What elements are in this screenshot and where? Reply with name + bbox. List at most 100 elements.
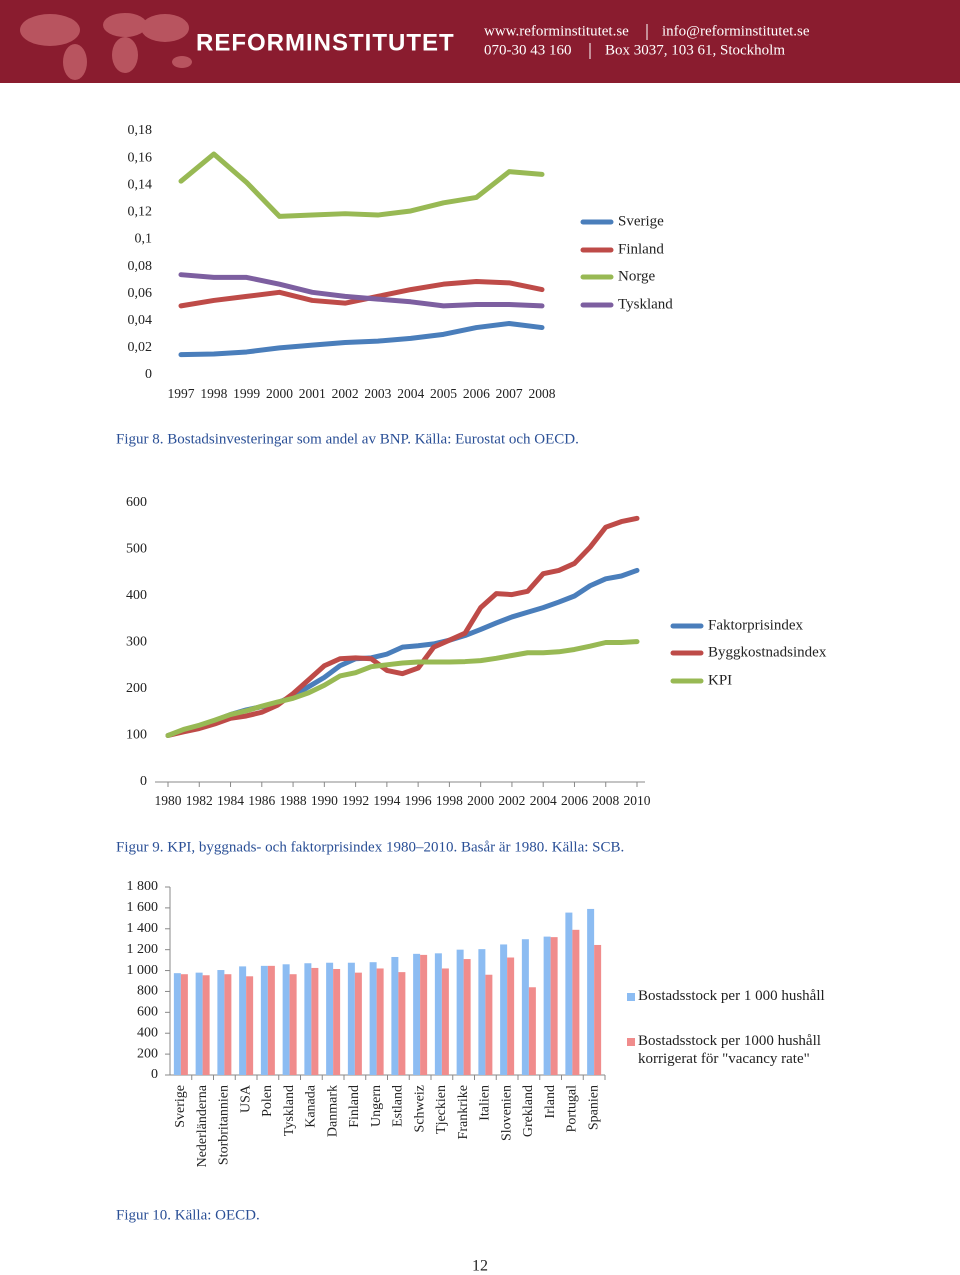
x-tick-label: 2008 xyxy=(529,386,556,401)
x-tick-label: 2007 xyxy=(496,386,523,401)
y-tick-label: 600 xyxy=(126,495,147,510)
header-band xyxy=(0,0,960,83)
figure-caption: Figur 8. Bostadsinvesteringar som andel … xyxy=(116,431,579,447)
x-tick-label: 2002 xyxy=(498,793,525,808)
bar xyxy=(420,954,428,1075)
figure-caption: Figur 10. Källa: OECD. xyxy=(116,1207,260,1223)
x-tick-label: 1998 xyxy=(200,386,227,401)
series-line xyxy=(165,639,640,738)
y-tick-label: 400 xyxy=(126,588,147,603)
legend-label: Faktorprisindex xyxy=(708,617,803,633)
x-tick-label: Grekland xyxy=(521,1085,536,1137)
y-tick-label: 300 xyxy=(126,635,147,650)
x-tick-label: Nederländerna xyxy=(195,1084,210,1167)
bar xyxy=(507,957,515,1075)
address: Box 3037, 103 61, Stockholm xyxy=(605,42,785,58)
bar xyxy=(521,939,529,1075)
legend-swatch xyxy=(627,1038,635,1046)
bar xyxy=(239,966,247,1075)
x-tick-label: 2000 xyxy=(266,386,293,401)
bar xyxy=(311,967,319,1075)
bar xyxy=(267,965,275,1075)
x-tick-label: 1999 xyxy=(233,386,260,401)
x-tick-label: Irland xyxy=(543,1085,558,1118)
bar xyxy=(434,953,442,1075)
bar xyxy=(413,953,421,1075)
bar xyxy=(528,987,536,1075)
legend-swatch xyxy=(627,993,635,1001)
y-tick-label: 100 xyxy=(126,728,147,743)
bar xyxy=(478,949,486,1075)
bar xyxy=(594,944,602,1075)
bar xyxy=(572,929,580,1075)
figure-caption: Figur 9. KPI, byggnads- och faktorprisin… xyxy=(116,839,624,855)
y-tick-label: 500 xyxy=(126,542,147,557)
series-line xyxy=(178,151,545,219)
x-tick-label: 1986 xyxy=(248,793,275,808)
y-tick-label: 800 xyxy=(137,984,158,999)
series-line xyxy=(178,320,545,358)
x-tick-label: Storbritannien xyxy=(217,1085,232,1165)
legend-label: Finland xyxy=(618,241,664,257)
y-tick-label: 600 xyxy=(137,1005,158,1020)
x-tick-label: 2000 xyxy=(467,793,494,808)
bar xyxy=(441,968,449,1075)
bar xyxy=(376,968,384,1075)
x-tick-label: Spanien xyxy=(586,1085,601,1130)
y-tick-label: 0,16 xyxy=(128,150,153,165)
logo: REFORMINSTITUTET xyxy=(196,29,455,56)
bar xyxy=(500,944,508,1075)
email: info@reforminstitutet.se xyxy=(662,23,810,39)
bar xyxy=(550,937,558,1075)
phone: 070-30 43 160 xyxy=(484,42,572,58)
x-tick-label: Estland xyxy=(391,1085,406,1127)
x-tick-label: Frankrike xyxy=(456,1085,471,1139)
x-tick-label: 1982 xyxy=(186,793,213,808)
x-tick-label: 1988 xyxy=(280,793,307,808)
bar xyxy=(565,912,573,1075)
x-tick-label: 2006 xyxy=(561,793,588,808)
x-tick-label: 2006 xyxy=(463,386,490,401)
y-tick-label: 0,18 xyxy=(128,123,153,138)
legend-item: Bostadsstock per 1000 hushåll korrigerat… xyxy=(638,1033,821,1067)
x-tick-label: 1996 xyxy=(405,793,432,808)
bar xyxy=(456,949,464,1075)
bar xyxy=(282,964,290,1075)
x-tick-label: Sverige xyxy=(173,1085,188,1128)
y-tick-label: 0,02 xyxy=(128,340,153,355)
y-tick-label: 0,12 xyxy=(128,205,153,220)
x-tick-label: 1997 xyxy=(168,386,195,401)
x-tick-label: 2005 xyxy=(430,386,457,401)
x-tick-label: Schweiz xyxy=(412,1085,427,1132)
series-line xyxy=(178,272,545,309)
x-tick-label: 2004 xyxy=(530,793,557,808)
bar xyxy=(173,973,181,1075)
x-tick-label: Italien xyxy=(478,1085,493,1121)
bar xyxy=(398,972,406,1075)
y-tick-label: 0 xyxy=(145,367,152,382)
x-tick-label: Polen xyxy=(260,1085,275,1117)
bar xyxy=(485,974,493,1075)
x-tick-label: Tjeckien xyxy=(434,1085,449,1134)
y-tick-label: 200 xyxy=(137,1046,158,1061)
y-tick-label: 0,06 xyxy=(128,286,153,301)
bar xyxy=(180,974,188,1075)
series-line xyxy=(165,515,640,738)
page-number: 12 xyxy=(472,1258,488,1275)
bar xyxy=(195,972,203,1075)
x-tick-label: 2003 xyxy=(364,386,391,401)
bar xyxy=(304,963,312,1075)
x-tick-label: 1994 xyxy=(373,793,400,808)
legend-label: Bostadsstock per 1 000 hushåll xyxy=(638,988,825,1004)
y-tick-label: 1 000 xyxy=(127,963,159,978)
x-tick-label: 2002 xyxy=(332,386,359,401)
x-tick-label: 1990 xyxy=(311,793,338,808)
y-tick-label: 0,04 xyxy=(128,313,153,328)
y-tick-label: 0,1 xyxy=(135,232,153,247)
x-tick-label: 1980 xyxy=(155,793,182,808)
y-tick-label: 0 xyxy=(151,1067,158,1082)
bar xyxy=(289,974,297,1075)
x-tick-label: Ungern xyxy=(369,1085,384,1127)
x-tick-label: USA xyxy=(238,1084,253,1113)
